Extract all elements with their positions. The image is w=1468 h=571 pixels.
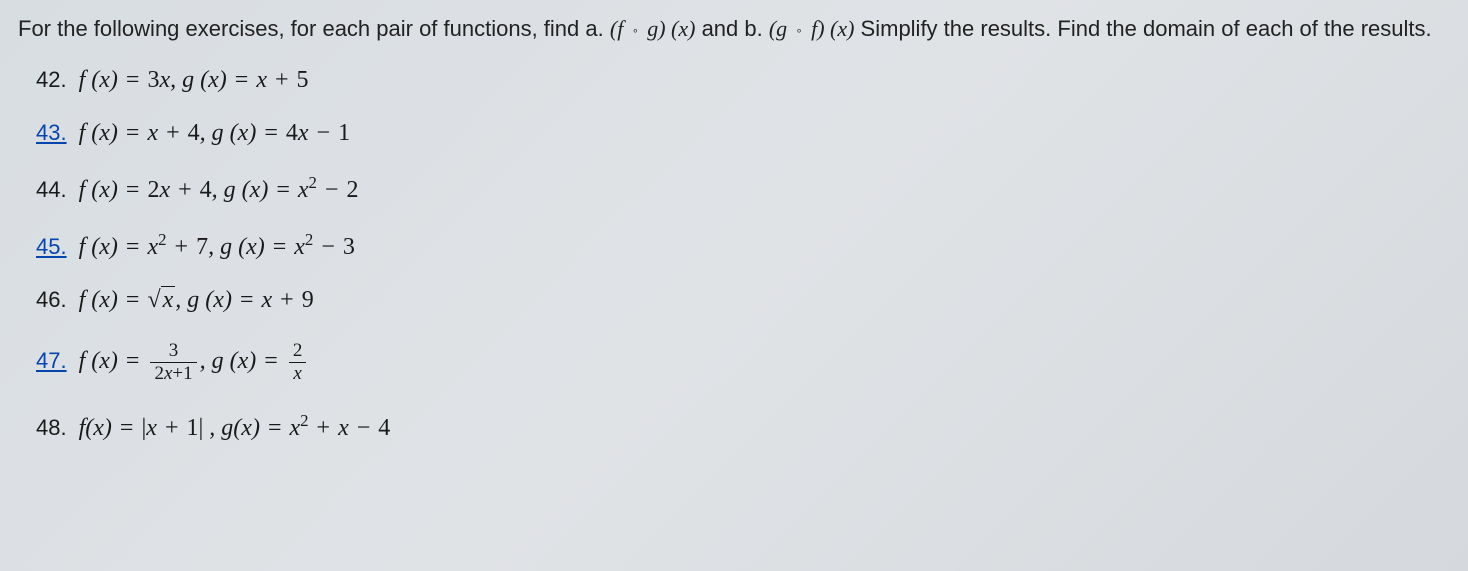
problem-g: g (x) = x + 9 (187, 287, 313, 313)
composite-gf: (g ∘ f) (x) (769, 16, 855, 41)
problem-f: f(x) = |x + 1| , (79, 415, 222, 441)
instructions-text: For the following exercises, for each pa… (18, 12, 1450, 45)
instructions-part1: For the following exercises, for each pa… (18, 16, 610, 41)
problem-45: 45. f (x) = x2 + 7, g (x) = x2 − 3 (36, 230, 1450, 261)
problem-f: f (x) = x + 4, (79, 120, 212, 146)
problem-number-link[interactable]: 45. (36, 234, 67, 259)
problem-g: g (x) = x + 5 (182, 67, 308, 93)
problem-g: g (x) = x2 − 2 (224, 177, 359, 203)
problem-46: 46. f (x) = x, g (x) = x + 9 (36, 287, 1450, 314)
problem-f: f (x) = 3x, (79, 67, 183, 93)
fraction: 2 x (289, 340, 307, 385)
problem-44: 44. f (x) = 2x + 4, g (x) = x2 − 2 (36, 173, 1450, 204)
problem-f: f (x) = x2 + 7, (79, 234, 220, 260)
problem-g: g (x) = 4x − 1 (212, 120, 350, 146)
problem-f: f (x) = 2x + 4, (79, 177, 224, 203)
problem-g: g (x) = 2 x (212, 348, 310, 374)
problem-f: f (x) = x, (79, 287, 188, 313)
problem-number-link[interactable]: 43. (36, 120, 67, 145)
problem-number: 46. (36, 287, 67, 312)
problem-47: 47. f (x) = 3 2x+1 , g (x) = 2 x (36, 340, 1450, 385)
problem-f: f (x) = 3 2x+1 , (79, 348, 212, 374)
problem-g: g (x) = x2 − 3 (220, 234, 355, 260)
problem-42: 42. f (x) = 3x, g (x) = x + 5 (36, 67, 1450, 94)
fraction: 3 2x+1 (150, 340, 196, 385)
problem-number-link[interactable]: 47. (36, 348, 67, 373)
instructions-part2: and b. (695, 16, 768, 41)
problem-number: 48. (36, 415, 67, 440)
problem-number: 44. (36, 177, 67, 202)
instructions-part3: Simplify the results. Find the domain of… (854, 16, 1431, 41)
composite-fg: (f ∘ g) (x) (610, 16, 696, 41)
problem-48: 48. f(x) = |x + 1| , g(x) = x2 + x − 4 (36, 411, 1450, 442)
problem-g: g(x) = x2 + x − 4 (221, 415, 390, 441)
problem-43: 43. f (x) = x + 4, g (x) = 4x − 1 (36, 120, 1450, 147)
problem-number: 42. (36, 67, 67, 92)
